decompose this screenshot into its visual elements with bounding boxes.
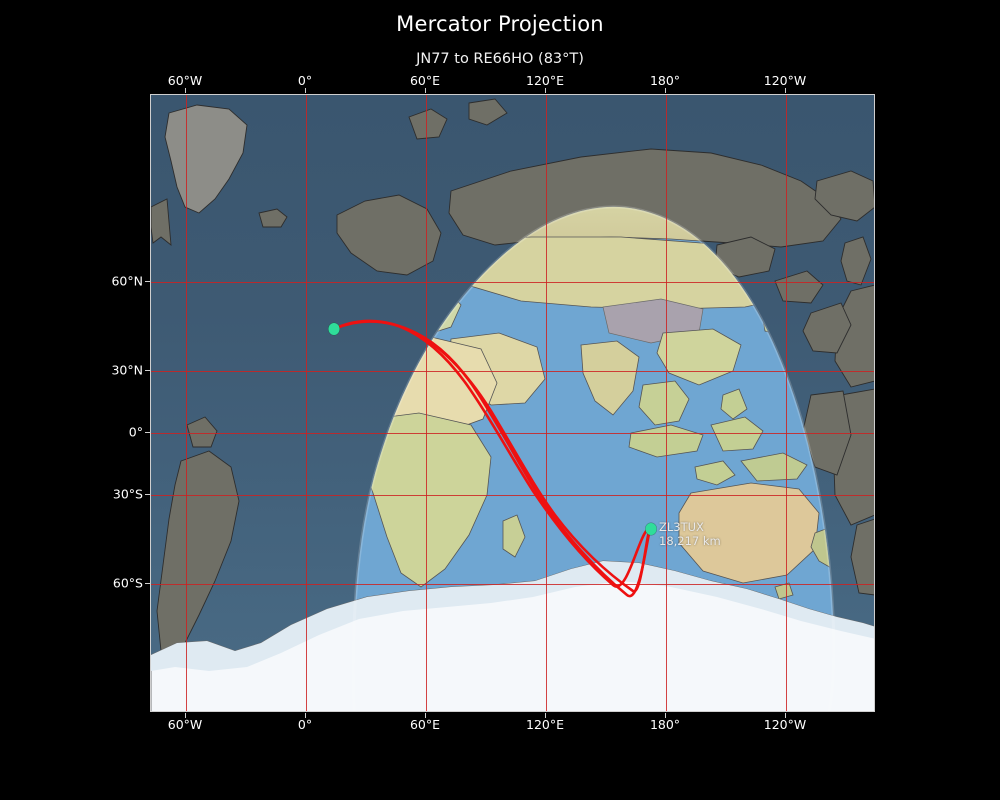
y-left-tick-2: 0° — [128, 424, 143, 440]
end-point-callsign: ZL3TUX — [659, 520, 704, 534]
x-bottom-tick-0: 60°W — [167, 717, 203, 732]
tick-mark-bottom — [545, 713, 546, 718]
marker-start[interactable] — [328, 323, 340, 335]
x-top-tick-3: 120°E — [525, 73, 565, 88]
grid-line-lon — [306, 95, 307, 711]
page-subtitle: JN77 to RE66HO (83°T) — [416, 51, 584, 67]
y-left-tick-0: 60°N — [111, 273, 143, 289]
tick-mark-left — [145, 583, 150, 584]
x-bottom-tick-2: 60°E — [409, 717, 441, 732]
marker-end[interactable] — [645, 523, 657, 535]
tick-mark-left — [145, 494, 150, 495]
x-top-tick-0: 60°W — [167, 73, 203, 88]
x-top-tick-5: 120°W — [763, 73, 807, 88]
grid-line-lon — [546, 95, 547, 711]
great-circle-path-final — [151, 95, 874, 711]
great-circle-path-main — [332, 319, 653, 588]
map-canvas[interactable]: ZL3TUX 18,217 km — [150, 94, 875, 712]
grid-line-lon — [186, 95, 187, 711]
tick-mark-bottom — [425, 713, 426, 718]
tick-mark-bottom — [185, 713, 186, 718]
x-bottom-tick-5: 120°W — [763, 717, 807, 732]
tick-mark-top — [305, 88, 306, 93]
end-point-distance: 18,217 km — [659, 534, 721, 548]
grid-line-lat — [151, 282, 874, 283]
tick-mark-bottom — [305, 713, 306, 718]
tick-mark-left — [145, 281, 150, 282]
y-left-tick-1: 30°N — [111, 362, 143, 378]
y-left-tick-3: 30°S — [112, 486, 143, 502]
tick-mark-top — [545, 88, 546, 93]
grid-line-lon — [426, 95, 427, 711]
x-top-tick-1: 0° — [297, 73, 313, 88]
x-bottom-tick-3: 120°E — [525, 717, 565, 732]
tick-mark-left — [145, 432, 150, 433]
x-bottom-tick-1: 0° — [297, 717, 313, 732]
x-bottom-tick-4: 180° — [649, 717, 681, 732]
tick-mark-top — [185, 88, 186, 93]
grid-line-lon — [786, 95, 787, 711]
tick-mark-bottom — [785, 713, 786, 718]
continents-layer — [151, 98, 874, 711]
tick-mark-top — [785, 88, 786, 93]
x-top-tick-2: 60°E — [409, 73, 441, 88]
tick-mark-left — [145, 370, 150, 371]
grid-line-lat — [151, 495, 874, 496]
grid-line-lat — [151, 584, 874, 585]
tick-mark-top — [425, 88, 426, 93]
grid-line-lat — [151, 371, 874, 372]
y-left-tick-4: 60°S — [112, 575, 143, 591]
tick-mark-bottom — [665, 713, 666, 718]
tick-mark-top — [665, 88, 666, 93]
grid-line-lat — [151, 433, 874, 434]
page-title: Mercator Projection — [396, 12, 604, 36]
grid-line-lon — [666, 95, 667, 711]
x-top-tick-4: 180° — [649, 73, 681, 88]
terminator-edge — [351, 205, 836, 711]
